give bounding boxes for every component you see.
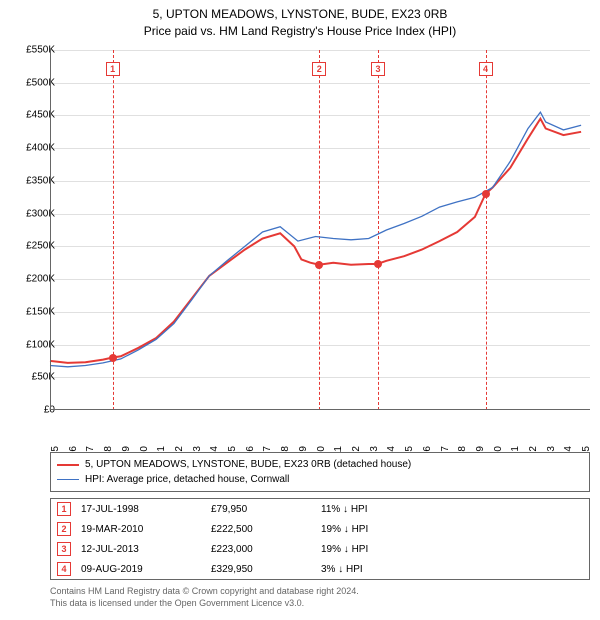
tx-price: £79,950 [211, 504, 311, 515]
y-tick-label: £250K [5, 241, 55, 252]
y-tick-label: £100K [5, 339, 55, 350]
title-address: 5, UPTON MEADOWS, LYNSTONE, BUDE, EX23 0… [0, 6, 600, 23]
tx-diff: 19% ↓ HPI [321, 544, 441, 555]
y-tick-label: £50K [5, 372, 55, 383]
table-row: 1 17-JUL-1998 £79,950 11% ↓ HPI [51, 499, 589, 519]
y-tick-label: £450K [5, 110, 55, 121]
legend-swatch [57, 464, 79, 466]
legend: 5, UPTON MEADOWS, LYNSTONE, BUDE, EX23 0… [50, 452, 590, 492]
tx-price: £223,000 [211, 544, 311, 555]
chart-container: 5, UPTON MEADOWS, LYNSTONE, BUDE, EX23 0… [0, 0, 600, 620]
table-row: 3 12-JUL-2013 £223,000 19% ↓ HPI [51, 539, 589, 559]
y-tick-label: £150K [5, 306, 55, 317]
tx-date: 17-JUL-1998 [81, 504, 201, 515]
table-row: 4 09-AUG-2019 £329,950 3% ↓ HPI [51, 559, 589, 579]
title-block: 5, UPTON MEADOWS, LYNSTONE, BUDE, EX23 0… [0, 0, 600, 40]
legend-swatch [57, 479, 79, 481]
tx-date: 19-MAR-2010 [81, 524, 201, 535]
legend-row: 5, UPTON MEADOWS, LYNSTONE, BUDE, EX23 0… [57, 457, 583, 472]
y-tick-label: £200K [5, 274, 55, 285]
tx-date: 09-AUG-2019 [81, 564, 201, 575]
table-row: 2 19-MAR-2010 £222,500 19% ↓ HPI [51, 519, 589, 539]
y-tick-label: £300K [5, 208, 55, 219]
title-subtitle: Price paid vs. HM Land Registry's House … [0, 23, 600, 40]
y-tick-label: £400K [5, 143, 55, 154]
legend-row: HPI: Average price, detached house, Corn… [57, 472, 583, 487]
tx-diff: 11% ↓ HPI [321, 504, 441, 515]
tx-number-box: 4 [57, 562, 71, 576]
y-tick-label: £350K [5, 175, 55, 186]
legend-label: 5, UPTON MEADOWS, LYNSTONE, BUDE, EX23 0… [85, 457, 411, 472]
y-tick-label: £0 [5, 405, 55, 416]
y-tick-label: £550K [5, 45, 55, 56]
tx-date: 12-JUL-2013 [81, 544, 201, 555]
footer: Contains HM Land Registry data © Crown c… [50, 586, 359, 609]
tx-number-box: 2 [57, 522, 71, 536]
footer-line1: Contains HM Land Registry data © Crown c… [50, 586, 359, 598]
tx-number-box: 3 [57, 542, 71, 556]
tx-diff: 3% ↓ HPI [321, 564, 441, 575]
tx-price: £329,950 [211, 564, 311, 575]
tx-price: £222,500 [211, 524, 311, 535]
tx-number-box: 1 [57, 502, 71, 516]
legend-label: HPI: Average price, detached house, Corn… [85, 472, 289, 487]
transaction-table: 1 17-JUL-1998 £79,950 11% ↓ HPI 2 19-MAR-2010… [50, 498, 590, 580]
y-tick-label: £500K [5, 77, 55, 88]
tx-diff: 19% ↓ HPI [321, 524, 441, 535]
footer-line2: This data is licensed under the Open Gov… [50, 598, 359, 610]
chart-axes [50, 50, 590, 410]
